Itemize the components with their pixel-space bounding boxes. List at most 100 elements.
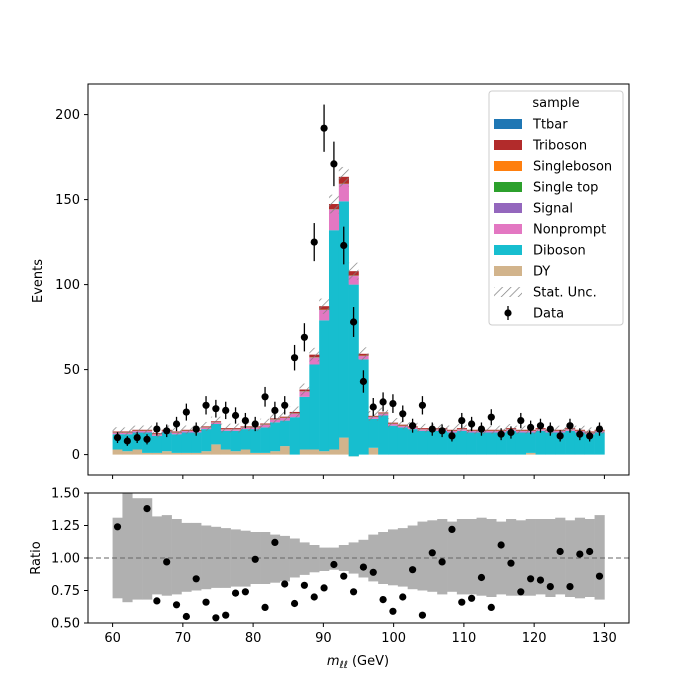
ratio-point xyxy=(369,568,377,576)
bar-dy xyxy=(142,452,153,455)
bar-diboson xyxy=(417,430,428,455)
legend-swatch xyxy=(494,224,522,234)
bar-diboson xyxy=(397,427,408,455)
ratio-point xyxy=(576,550,584,558)
bar-dy xyxy=(299,449,310,455)
bar-dy xyxy=(132,449,143,455)
bar-diboson xyxy=(486,432,497,455)
bar-diboson xyxy=(584,434,595,455)
ratio-point xyxy=(143,505,151,513)
bar-diboson xyxy=(240,429,251,450)
ratio-point xyxy=(586,547,594,556)
x-tick-label: 130 xyxy=(592,631,617,646)
ratio-unc-band xyxy=(358,539,369,578)
data-point xyxy=(310,238,318,246)
ratio-unc-band xyxy=(545,519,556,597)
ratio-y-axis-label: Ratio xyxy=(29,541,44,574)
stat-unc-band xyxy=(338,166,349,187)
bar-diboson xyxy=(151,435,163,453)
ratio-point xyxy=(202,598,210,606)
ratio-unc-band xyxy=(397,528,408,587)
bar-dy xyxy=(191,452,202,455)
data-point xyxy=(595,425,604,433)
bar-dy xyxy=(181,452,192,455)
bar-diboson xyxy=(309,364,320,450)
bar-diboson xyxy=(368,418,379,448)
ratio-point xyxy=(418,611,427,619)
data-point xyxy=(133,434,141,442)
x-tick-label: 110 xyxy=(451,631,476,646)
bar-diboson xyxy=(269,422,281,452)
data-point xyxy=(487,413,495,421)
ratio-point xyxy=(517,588,525,596)
legend-label: Stat. Unc. xyxy=(533,286,597,301)
ratio-unc-band xyxy=(151,516,163,595)
legend-label: DY xyxy=(533,265,550,280)
stat-unc-band xyxy=(181,425,192,435)
ratio-unc-band xyxy=(289,538,300,578)
bar-diboson xyxy=(525,432,536,453)
data-point xyxy=(182,408,190,416)
data-point xyxy=(458,417,466,425)
bar-nonprompt xyxy=(348,276,359,285)
stat-unc-band xyxy=(210,416,221,426)
ratio-unc-band xyxy=(506,519,517,596)
legend-label: Diboson xyxy=(533,244,586,259)
ratio-unc-band xyxy=(338,545,349,571)
ratio-unc-band xyxy=(142,498,153,600)
ratio-point xyxy=(458,598,466,606)
ratio-point xyxy=(290,599,299,608)
legend-label: Signal xyxy=(533,202,573,217)
data-point xyxy=(556,432,564,440)
stat-unc-band xyxy=(201,421,211,431)
ratio-unc-band xyxy=(437,519,448,595)
x-tick-label: 60 xyxy=(104,631,121,646)
data-point xyxy=(261,393,269,401)
bar-diboson xyxy=(210,424,222,445)
bar-diboson xyxy=(496,432,507,455)
data-point xyxy=(113,434,122,442)
bar-diboson xyxy=(201,429,212,452)
data-point xyxy=(428,425,436,433)
bar-diboson xyxy=(515,432,527,455)
bar-diboson xyxy=(555,432,566,455)
stat-unc-band xyxy=(142,425,152,435)
ratio-point xyxy=(349,588,358,596)
ratio-point xyxy=(271,538,279,547)
legend-swatch xyxy=(494,203,522,213)
data-point xyxy=(251,420,259,428)
legend-entry: Nonprompt xyxy=(494,223,606,238)
ratio-point xyxy=(261,603,269,612)
ratio-unc-band xyxy=(368,534,379,582)
ratio-unc-band xyxy=(407,525,418,590)
bar-dy xyxy=(269,451,281,455)
ratio-unc-band xyxy=(584,519,595,597)
data-point xyxy=(576,430,584,438)
ratio-point xyxy=(438,558,446,566)
ratio-point xyxy=(409,566,417,574)
legend-title: sample xyxy=(532,96,579,111)
bar-dy xyxy=(525,452,536,455)
bar-dy xyxy=(309,449,320,455)
bar-dy xyxy=(161,451,172,455)
data-point xyxy=(468,420,476,428)
bar-diboson xyxy=(181,432,192,453)
stat-unc-band xyxy=(486,425,497,434)
ratio-unc-band xyxy=(112,517,123,599)
data-point xyxy=(300,333,308,341)
stat-unc-band xyxy=(309,347,320,362)
bar-diboson xyxy=(161,432,172,452)
bar-diboson xyxy=(250,429,261,453)
ratio-unc-band xyxy=(466,519,477,595)
ratio-unc-band xyxy=(456,519,467,595)
ratio-point xyxy=(310,593,318,601)
ratio-unc-band xyxy=(210,526,222,588)
bar-dy xyxy=(240,449,251,455)
ratio-y-tick-label: 1.50 xyxy=(51,487,80,502)
ratio-point xyxy=(507,559,515,567)
bar-dy xyxy=(201,451,212,455)
ratio-unc-band xyxy=(161,515,172,596)
ratio-point xyxy=(192,575,200,583)
ratio-unc-band xyxy=(171,519,182,595)
data-point xyxy=(477,425,486,433)
